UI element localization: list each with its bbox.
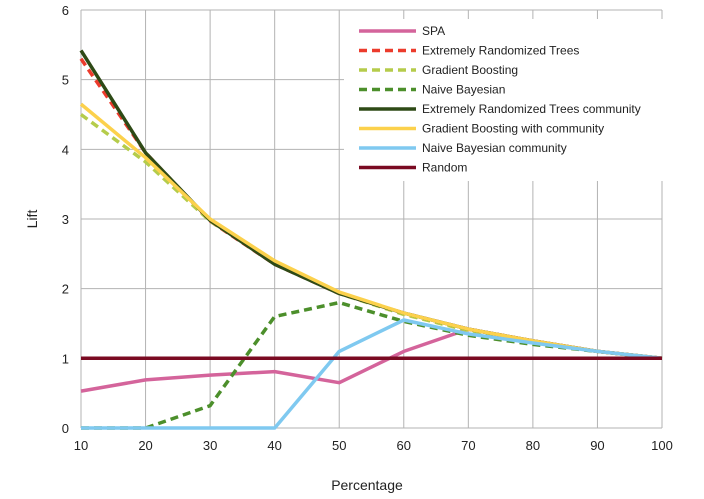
legend-label-gradient-boosting-with-community: Gradient Boosting with community (422, 122, 604, 136)
legend-label-naive-bayesian: Naive Bayesian (422, 83, 505, 97)
x-tick-label: 80 (526, 438, 540, 453)
series-line-spa (80, 327, 663, 393)
x-tick-label: 10 (74, 438, 88, 453)
legend-label-gradient-boosting: Gradient Boosting (422, 63, 518, 77)
legend-label-random: Random (422, 161, 467, 175)
legend-label-extremely-randomized-trees: Extremely Randomized Trees (422, 44, 579, 58)
x-tick-label: 20 (138, 438, 152, 453)
series-lines (79, 49, 663, 430)
tick-labels: 10 20 30 40 50 60 70 80 90 100 0 1 2 3 4 5 6 (62, 3, 673, 453)
y-tick-label: 3 (62, 212, 69, 227)
y-tick-label: 2 (62, 282, 69, 297)
y-tick-label: 6 (62, 3, 69, 18)
legend-label-extremely-randomized-trees-community: Extremely Randomized Trees community (422, 102, 641, 116)
y-tick-label: 4 (62, 142, 69, 157)
x-tick-label: 100 (651, 438, 673, 453)
series-line-naive-bayesian-community (81, 318, 663, 430)
y-tick-label: 5 (62, 73, 69, 88)
y-axis-label: Lift (24, 210, 40, 229)
y-tick-label: 1 (62, 351, 69, 366)
legend: SPA Extremely Randomized Trees Gradient Bo… (344, 19, 664, 181)
x-axis-label: Percentage (331, 477, 403, 493)
y-tick-label: 0 (62, 421, 69, 436)
x-tick-label: 30 (203, 438, 217, 453)
legend-box (344, 19, 664, 181)
x-tick-label: 40 (267, 438, 281, 453)
legend-label-naive-bayesian-community: Naive Bayesian community (422, 141, 567, 155)
x-tick-label: 50 (332, 438, 346, 453)
legend-label-spa: SPA (422, 24, 445, 38)
x-tick-label: 60 (397, 438, 411, 453)
x-tick-label: 90 (590, 438, 604, 453)
x-tick-label: 70 (461, 438, 475, 453)
